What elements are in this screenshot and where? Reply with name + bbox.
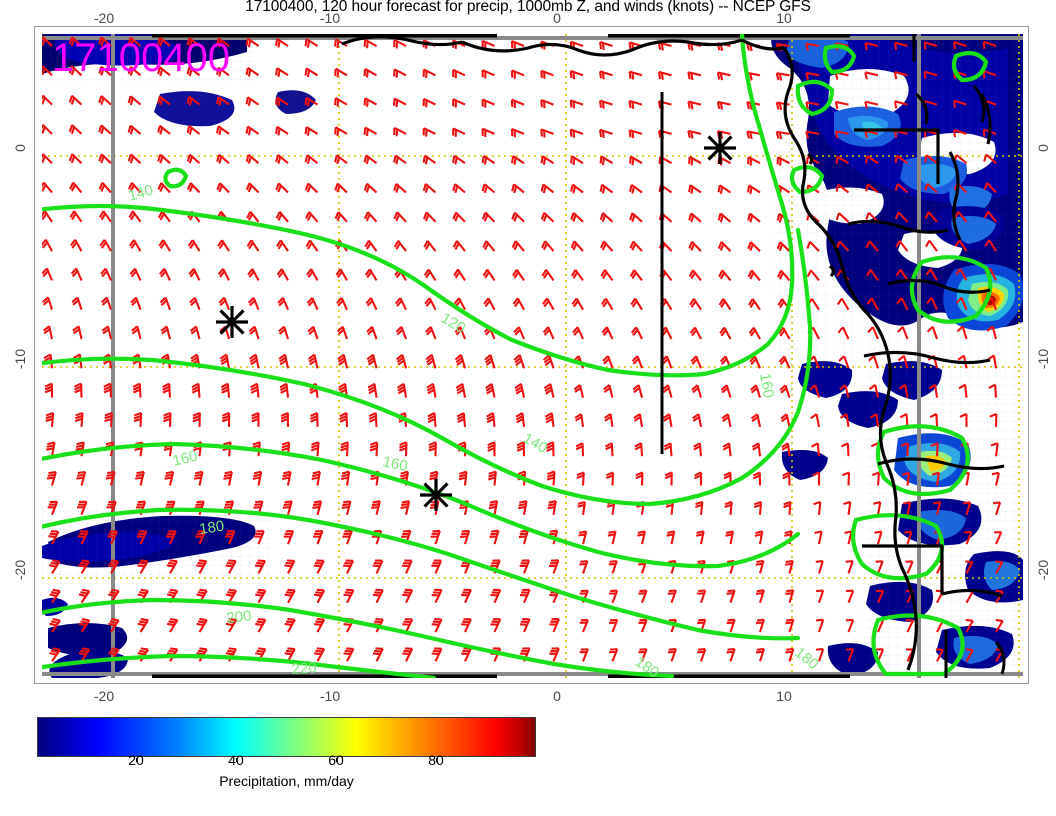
x-tick-bottom-3: 10 xyxy=(776,688,792,704)
colorbar-tick-0 xyxy=(136,758,137,762)
x-tick-bottom-0: -20 xyxy=(93,688,115,704)
x-tick-bottom-2: 0 xyxy=(553,688,561,704)
y-tick-right-1: -10 xyxy=(1035,348,1051,370)
y-tick-right-2: -20 xyxy=(1035,559,1051,581)
colorbar-label-3: 80 xyxy=(428,752,444,768)
colorbar-label-2: 60 xyxy=(328,752,344,768)
colorbar-tick-1 xyxy=(236,758,237,762)
colorbar[interactable] xyxy=(37,717,536,762)
colorbar-tick-2 xyxy=(336,758,337,762)
marker-asterisk-2[interactable] xyxy=(418,477,454,513)
colorbar-label-0: 20 xyxy=(128,752,144,768)
contour-label-160-b: 160 xyxy=(171,447,199,470)
y-tick-left-2: -20 xyxy=(12,559,28,581)
colorbar-label-1: 40 xyxy=(228,752,244,768)
contour-label-200: 200 xyxy=(226,607,253,627)
forecast-timestamp-overlay: 17100400 xyxy=(52,36,230,80)
x-tick-top-1: -10 xyxy=(319,10,341,26)
contour-label-180-a: 180 xyxy=(198,518,225,538)
x-tick-top-3: 10 xyxy=(776,10,792,26)
contour-label-140-b: 140 xyxy=(126,182,155,205)
map-frame: 120 140 160 140 160 160 180 180 180 200 … xyxy=(34,26,1029,684)
coastline xyxy=(341,34,1006,678)
height-contours xyxy=(42,34,993,678)
y-tick-right-0: 0 xyxy=(1035,144,1051,152)
contour-label-160-c: 160 xyxy=(381,453,409,475)
y-tick-left-0: 0 xyxy=(12,144,28,152)
contour-label-160-a: 160 xyxy=(756,372,777,400)
colorbar-title: Precipitation, mm/day xyxy=(219,773,354,789)
x-tick-top-2: 0 xyxy=(553,10,561,26)
x-tick-top-0: -20 xyxy=(93,10,115,26)
y-tick-left-1: -10 xyxy=(12,348,28,370)
colorbar-tick-3 xyxy=(436,758,437,762)
map-canvas[interactable]: 120 140 160 140 160 160 180 180 180 200 … xyxy=(42,34,1023,678)
x-tick-bottom-1: -10 xyxy=(319,688,341,704)
figure-title: 17100400, 120 hour forecast for precip, … xyxy=(245,0,811,15)
colorbar-gradient xyxy=(37,717,536,757)
precipitation-field xyxy=(42,34,1023,678)
marker-asterisk-3[interactable] xyxy=(702,130,738,166)
marker-asterisk-1[interactable] xyxy=(214,304,250,340)
map-graphics: 120 140 160 140 160 160 180 180 180 200 … xyxy=(42,34,1023,678)
contour-label-220: 220 xyxy=(291,659,317,678)
